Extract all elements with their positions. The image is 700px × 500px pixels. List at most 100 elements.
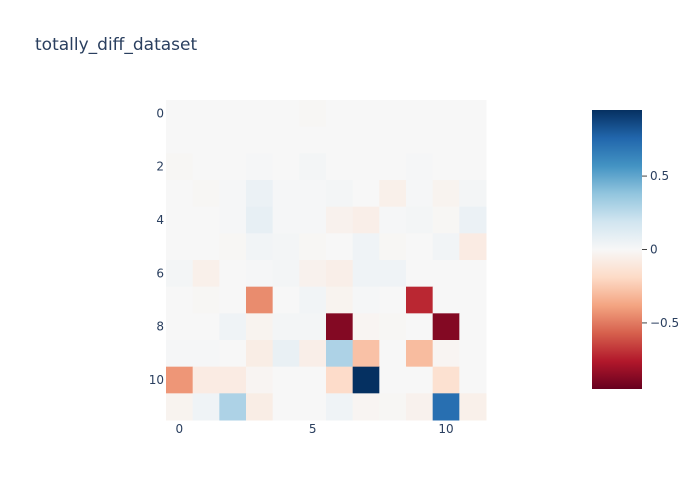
heatmap-cell	[246, 340, 274, 368]
heatmap-cell	[246, 366, 274, 394]
heatmap-cell	[272, 286, 300, 314]
heatmap-cell	[352, 286, 380, 314]
heatmap-cell	[379, 340, 407, 368]
heatmap-cell	[192, 260, 220, 288]
heatmap-cell	[352, 366, 380, 394]
heatmap-cell	[272, 206, 300, 234]
heatmap-cell	[326, 260, 354, 288]
heatmap-cell	[379, 366, 407, 394]
heatmap-cell	[166, 393, 194, 421]
heatmap-cell	[299, 313, 327, 341]
heatmap-cell	[406, 153, 434, 181]
heatmap-cell	[352, 206, 380, 234]
heatmap-cell	[379, 126, 407, 154]
heatmap-cell	[166, 286, 194, 314]
heatmap-cell	[299, 366, 327, 394]
heatmap-cell	[166, 153, 194, 181]
heatmap-cell	[379, 260, 407, 288]
heatmap-cell	[246, 313, 274, 341]
heatmap-cell	[272, 153, 300, 181]
heatmap-cell	[406, 100, 434, 128]
heatmap-cell	[432, 126, 460, 154]
heatmap-cell	[459, 206, 487, 234]
heatmap-cell	[326, 180, 354, 208]
x-axis-ticks: 0 5 10	[176, 422, 454, 436]
colorbar-tick-label: 0	[650, 243, 658, 257]
heatmap-cell	[166, 206, 194, 234]
heatmap-cell	[192, 100, 220, 128]
heatmap-cell	[166, 233, 194, 261]
heatmap-cell	[299, 100, 327, 128]
heatmap-cell	[326, 366, 354, 394]
heatmap-cell	[272, 233, 300, 261]
heatmap-cell	[459, 233, 487, 261]
y-tick-label: 4	[156, 213, 164, 227]
heatmap-cell	[326, 313, 354, 341]
heatmap-cell	[166, 126, 194, 154]
heatmap-cell	[379, 233, 407, 261]
heatmap-cell	[326, 340, 354, 368]
heatmap-cell	[379, 153, 407, 181]
y-axis-ticks: 0 2 4 6 8 10	[149, 106, 164, 387]
heatmap-cell	[246, 233, 274, 261]
heatmap-cell	[406, 260, 434, 288]
heatmap-cell	[352, 100, 380, 128]
heatmap-cell	[432, 100, 460, 128]
heatmap-cell	[272, 393, 300, 421]
heatmap-cell	[246, 153, 274, 181]
heatmap-cell	[352, 126, 380, 154]
colorbar-tick-label: 0.5	[650, 169, 669, 183]
heatmap-cell	[166, 260, 194, 288]
heatmap-cell	[406, 340, 434, 368]
heatmap-cell	[246, 206, 274, 234]
heatmap-cell	[432, 366, 460, 394]
heatmap-cell	[459, 313, 487, 341]
heatmap-cell	[299, 393, 327, 421]
heatmap-cell	[219, 260, 247, 288]
heatmap-cell	[459, 286, 487, 314]
heatmap-cell	[352, 233, 380, 261]
heatmap-cell	[166, 180, 194, 208]
heatmap-cell	[432, 206, 460, 234]
heatmap-cells	[166, 100, 487, 421]
heatmap-cell	[246, 286, 274, 314]
heatmap-cell	[326, 286, 354, 314]
heatmap-cell	[272, 340, 300, 368]
heatmap-cell	[192, 366, 220, 394]
heatmap-cell	[406, 286, 434, 314]
heatmap-cell	[166, 340, 194, 368]
heatmap-cell	[432, 153, 460, 181]
heatmap-cell	[192, 206, 220, 234]
heatmap-cell	[219, 340, 247, 368]
heatmap-cell	[192, 233, 220, 261]
heatmap-cell	[459, 340, 487, 368]
heatmap-cell	[166, 100, 194, 128]
heatmap-cell	[192, 286, 220, 314]
heatmap-cell	[379, 180, 407, 208]
heatmap-cell	[246, 126, 274, 154]
heatmap-cell	[352, 340, 380, 368]
y-tick-label: 8	[156, 320, 164, 334]
heatmap-cell	[406, 180, 434, 208]
heatmap-cell	[326, 233, 354, 261]
heatmap-cell	[219, 393, 247, 421]
heatmap-cell	[166, 313, 194, 341]
heatmap-cell	[192, 313, 220, 341]
heatmap-cell	[299, 286, 327, 314]
heatmap-cell	[352, 180, 380, 208]
heatmap-cell	[192, 126, 220, 154]
colorbar-tick-label: −0.5	[650, 316, 679, 330]
heatmap-cell	[219, 233, 247, 261]
heatmap-cell	[352, 313, 380, 341]
heatmap-cell	[406, 233, 434, 261]
heatmap-cell	[272, 100, 300, 128]
heatmap-cell	[246, 393, 274, 421]
heatmap-cell	[219, 206, 247, 234]
heatmap-cell	[219, 366, 247, 394]
heatmap-cell	[379, 206, 407, 234]
heatmap-cell	[299, 206, 327, 234]
heatmap-cell	[192, 340, 220, 368]
heatmap-cell	[299, 233, 327, 261]
heatmap-cell	[192, 180, 220, 208]
